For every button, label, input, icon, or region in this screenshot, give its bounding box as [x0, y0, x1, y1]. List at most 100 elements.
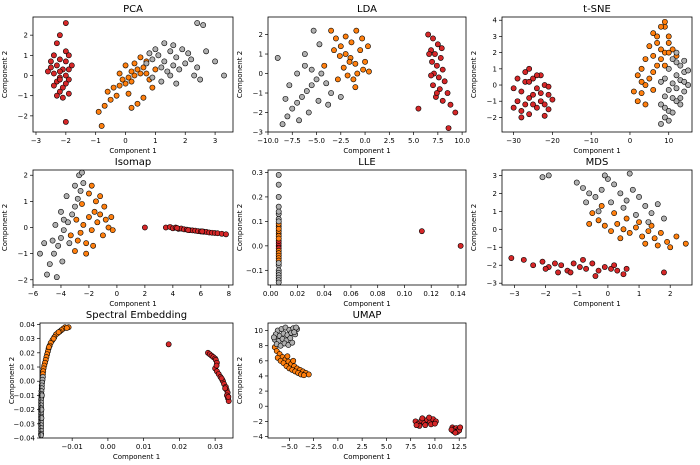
panel-spectral-embedding: Spectral Embedding −0.01 0.00 0.01 0.02 0.03 −… [8, 310, 234, 461]
scatter-point-orange [109, 227, 116, 234]
scatter-point-red [534, 72, 540, 79]
scatter-point-orange [122, 80, 129, 87]
scatter-point-gray [176, 66, 183, 73]
scatter-point-red [45, 68, 51, 75]
scatter-point-gray [173, 54, 180, 61]
scatter-point-gray [669, 80, 676, 87]
scatter-point-red [526, 111, 533, 118]
scatter-point-orange [50, 335, 57, 342]
scatter-point-orange [305, 371, 312, 378]
scatter-point-orange [665, 49, 672, 56]
scatter-point-gray [80, 180, 87, 186]
scatter-point-orange [665, 33, 672, 40]
scatter-point-orange [357, 47, 364, 54]
scatter-point-gray [661, 104, 668, 111]
scatter-point-gray [58, 208, 64, 215]
x-tick-label: 0.12 [423, 290, 439, 298]
scatter-point-red [522, 69, 529, 75]
scatter-point-orange [342, 33, 349, 40]
scatter-point-red [65, 76, 72, 83]
scatter-point-orange [642, 56, 649, 63]
y-tick-label: 0.0 [252, 242, 263, 250]
scatter-point-red [457, 242, 464, 249]
scatter-point-gray [337, 94, 344, 100]
scatter-point-gray [55, 242, 62, 249]
scatter-point-orange [598, 203, 605, 209]
scatter-point-red [199, 228, 206, 235]
scatter-point-red [530, 75, 536, 82]
scatter-point-orange [658, 56, 664, 63]
scatter-point-red [518, 108, 525, 114]
scatter-point-orange [116, 70, 123, 77]
scatter-point-orange [137, 70, 144, 77]
y-tick-label: 0.3 [252, 169, 263, 177]
x-tick-label: −30 [506, 137, 521, 145]
scatter-point-gray [146, 50, 153, 57]
scatter-point-gray [669, 95, 676, 101]
scatter-point-red [545, 106, 552, 113]
scatter-point-orange [131, 72, 138, 79]
scatter-point-red [448, 426, 455, 433]
scatter-point-gray [661, 93, 668, 100]
scatter-point-gray [673, 98, 680, 105]
scatter-point-gray [270, 334, 277, 341]
scatter-point-red [422, 422, 429, 429]
panel-title: t-SNE [583, 4, 611, 15]
y-tick-label: 10 [254, 327, 263, 335]
scatter-point-orange [98, 123, 105, 129]
scatter-point-gray [275, 181, 282, 188]
scatter-point-orange [331, 47, 337, 54]
scatter-point-gray [308, 82, 315, 89]
x-tick-label: −2 [84, 290, 94, 298]
scatter-point-red [426, 414, 433, 421]
scatter-point-gray [580, 185, 586, 191]
scatter-point-red [62, 20, 69, 26]
y-tick-label: −2 [253, 109, 263, 117]
scatter-point-orange [94, 219, 101, 226]
plot-frame [267, 169, 467, 286]
x-tick-label: 0.00 [263, 290, 279, 298]
scatter-point-orange [290, 357, 297, 364]
points [274, 27, 459, 132]
scatter-point-orange [354, 70, 361, 77]
scatter-point-orange [642, 240, 649, 247]
scatter-point-red [65, 90, 72, 97]
scatter-point-red [595, 267, 602, 274]
scatter-point-gray [152, 46, 159, 53]
scatter-point-orange [626, 229, 633, 236]
scatter-point-orange [125, 90, 132, 97]
scatter-point-gray [681, 57, 688, 64]
y-tick-label: 1 [24, 52, 28, 60]
scatter-point-orange [639, 233, 646, 240]
x-tick-label: −5.0 [308, 137, 325, 145]
scatter-point-red [545, 91, 552, 98]
scatter-point-red [415, 105, 422, 112]
scatter-point-red [419, 415, 426, 422]
x-tick-label: 1 [153, 137, 157, 145]
scatter-point-gray [620, 204, 627, 211]
scatter-point-red [534, 104, 540, 111]
y-tick-label: 0.03 [19, 335, 35, 343]
y-tick-label: 4 [493, 17, 498, 25]
scatter-point-orange [352, 60, 359, 67]
scatter-point-red [510, 85, 517, 92]
x-tick-label: −2.5 [332, 137, 349, 145]
scatter-point-orange [107, 96, 114, 103]
scatter-point-gray [645, 219, 652, 226]
scatter-point-gray [58, 235, 64, 241]
scatter-point-gray [608, 199, 614, 206]
scatter-point-orange [654, 33, 660, 40]
points [508, 170, 689, 279]
x-tick-label: 0.02 [290, 290, 306, 298]
scatter-point-gray [197, 76, 204, 83]
scatter-point-red [430, 35, 436, 42]
x-tick-label: −1 [91, 137, 101, 145]
plot-frame [32, 16, 234, 133]
scatter-point-red [457, 424, 464, 431]
scatter-point-gray [60, 216, 67, 223]
scatter-point-orange [93, 198, 99, 205]
scatter-point-orange [589, 210, 596, 217]
scatter-point-gray [182, 60, 189, 67]
y-tick-label: 0 [493, 226, 497, 234]
scatter-point-red [520, 256, 527, 263]
